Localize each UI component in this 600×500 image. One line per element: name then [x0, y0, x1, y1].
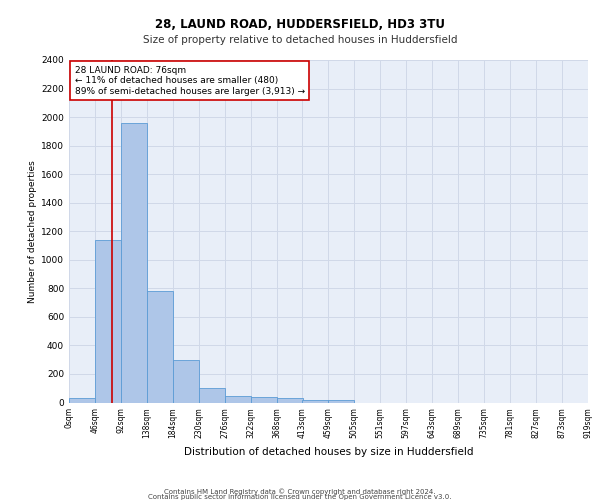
- Bar: [147, 291, 173, 403]
- Bar: [251, 397, 277, 402]
- Bar: [225, 396, 251, 402]
- Bar: [302, 400, 328, 402]
- Text: Contains HM Land Registry data © Crown copyright and database right 2024.: Contains HM Land Registry data © Crown c…: [164, 488, 436, 495]
- Text: Contains public sector information licensed under the Open Government Licence v3: Contains public sector information licen…: [148, 494, 452, 500]
- Bar: [173, 360, 199, 403]
- Text: Size of property relative to detached houses in Huddersfield: Size of property relative to detached ho…: [143, 35, 457, 45]
- X-axis label: Distribution of detached houses by size in Huddersfield: Distribution of detached houses by size …: [184, 446, 473, 456]
- Bar: [121, 123, 147, 402]
- Bar: [69, 398, 95, 402]
- Text: 28, LAUND ROAD, HUDDERSFIELD, HD3 3TU: 28, LAUND ROAD, HUDDERSFIELD, HD3 3TU: [155, 18, 445, 30]
- Text: 28 LAUND ROAD: 76sqm
← 11% of detached houses are smaller (480)
89% of semi-deta: 28 LAUND ROAD: 76sqm ← 11% of detached h…: [74, 66, 305, 96]
- Y-axis label: Number of detached properties: Number of detached properties: [28, 160, 37, 302]
- Bar: [277, 398, 303, 402]
- Bar: [199, 388, 225, 402]
- Bar: [95, 240, 121, 402]
- Bar: [328, 400, 354, 402]
